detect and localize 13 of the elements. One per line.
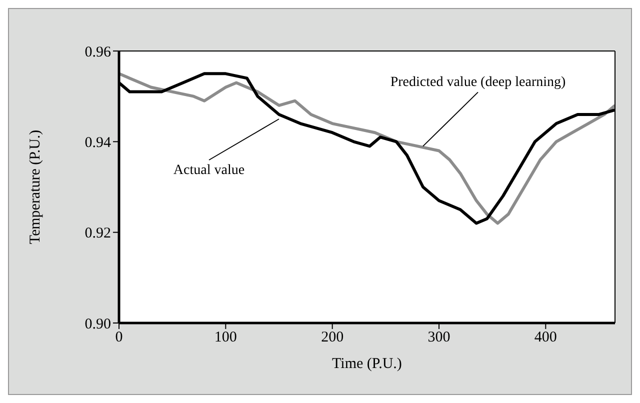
y-tick-label: 0.90	[84, 316, 111, 332]
y-tick-label: 0.96	[84, 44, 112, 60]
x-axis-title: Time (P.U.)	[332, 356, 402, 372]
x-tick-label: 200	[321, 330, 344, 346]
x-tick-label: 400	[534, 330, 557, 346]
annotation: Predicted value (deep learning)	[390, 75, 566, 90]
x-tick-label: 300	[428, 330, 450, 346]
x-tick-label: 0	[115, 330, 123, 346]
y-axis-title: Temperature (P.U.)	[27, 130, 44, 244]
y-tick-label: 0.92	[84, 226, 111, 242]
annotation: Actual value	[173, 163, 245, 178]
x-tick-label: 100	[214, 330, 237, 346]
y-tick-label: 0.94	[84, 134, 112, 151]
